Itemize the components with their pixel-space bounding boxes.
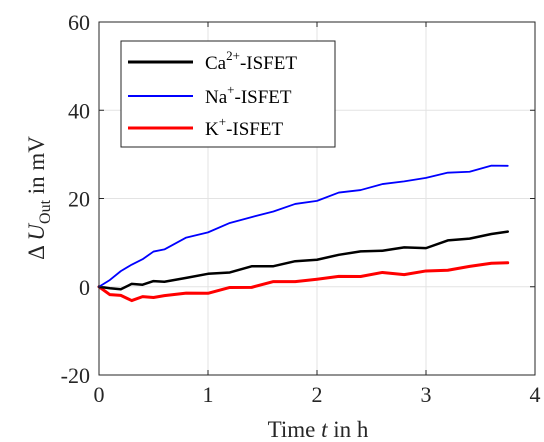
- y-axis-subscript: Out: [37, 199, 54, 224]
- x-tick-label: 0: [94, 382, 105, 407]
- series-group: [97, 164, 510, 303]
- y-axis-label-unit: in mV: [24, 136, 49, 200]
- x-tick-label: 2: [312, 382, 323, 407]
- legend-label-ca-base: Ca: [205, 53, 227, 74]
- x-tick-label: 4: [530, 382, 541, 407]
- legend-label-na-sup: +: [227, 82, 234, 97]
- legend: Ca2+-ISFET Na+-ISFET K+-ISFET: [120, 40, 336, 148]
- legend-label-k-sup: +: [219, 114, 226, 129]
- series-line-2: [97, 261, 510, 303]
- legend-label-ca-sup: 2+: [226, 48, 240, 63]
- y-axis-variable: U: [24, 223, 49, 241]
- legend-label-na-rest: -ISFET: [235, 87, 292, 108]
- legend-label-ca-rest: -ISFET: [240, 53, 297, 74]
- y-tick-label: -20: [61, 363, 90, 388]
- legend-label-k: K+-ISFET: [205, 114, 283, 140]
- x-tick-label: 1: [203, 382, 214, 407]
- x-tick-labels: 0 1 2 3 4: [94, 382, 541, 407]
- y-tick-label: 40: [68, 98, 90, 123]
- y-axis-label: Δ UOut in mV: [24, 136, 54, 260]
- legend-label-k-base: K: [205, 119, 219, 140]
- x-axis-label: Time t in h: [268, 417, 369, 442]
- x-tick-label: 3: [421, 382, 432, 407]
- legend-label-na: Na+-ISFET: [205, 82, 292, 108]
- y-tick-labels: -20 0 20 40 60: [61, 10, 90, 388]
- y-tick-label: 0: [79, 275, 90, 300]
- legend-label-k-rest: -ISFET: [226, 119, 283, 140]
- legend-label-na-base: Na: [205, 87, 228, 108]
- y-tick-label: 20: [68, 187, 90, 212]
- x-axis-variable: t: [321, 417, 328, 442]
- series-line-0: [97, 230, 509, 291]
- series-line-1: [98, 164, 509, 288]
- y-tick-label: 60: [68, 10, 90, 35]
- y-axis-delta: Δ: [24, 241, 49, 260]
- legend-label-ca: Ca2+-ISFET: [205, 48, 297, 74]
- tick-marks: [98, 21, 536, 376]
- x-axis-label-unit: in h: [327, 417, 368, 442]
- x-axis-label-part: Time: [268, 417, 321, 442]
